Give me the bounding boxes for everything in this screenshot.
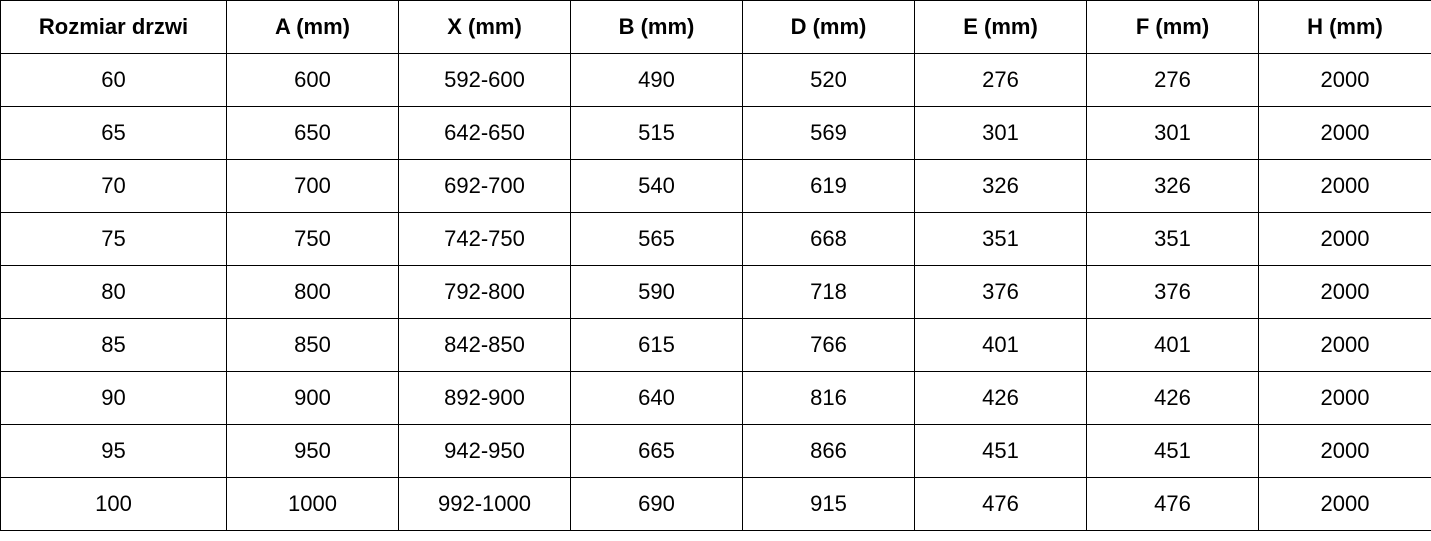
table-cell: 665 xyxy=(570,424,743,478)
table-cell: 892-900 xyxy=(398,371,571,425)
column-header: A (mm) xyxy=(226,0,399,54)
column-header: D (mm) xyxy=(742,0,915,54)
table-cell: 1000 xyxy=(226,477,399,531)
table-cell: 451 xyxy=(1086,424,1259,478)
column-header: B (mm) xyxy=(570,0,743,54)
table-cell: 668 xyxy=(742,212,915,266)
table-row: 75 750 742-750 565 668 351 351 2000 xyxy=(0,212,1431,266)
table-cell: 700 xyxy=(226,159,399,213)
table-cell: 950 xyxy=(226,424,399,478)
table-cell: 2000 xyxy=(1258,53,1431,107)
table-cell: 276 xyxy=(1086,53,1259,107)
table-cell: 792-800 xyxy=(398,265,571,319)
table-cell: 376 xyxy=(1086,265,1259,319)
table-cell: 866 xyxy=(742,424,915,478)
column-header: Rozmiar drzwi xyxy=(0,0,227,54)
table-row: 95 950 942-950 665 866 451 451 2000 xyxy=(0,424,1431,478)
table-cell: 592-600 xyxy=(398,53,571,107)
table-cell: 401 xyxy=(1086,318,1259,372)
table-cell: 2000 xyxy=(1258,265,1431,319)
table-cell: 569 xyxy=(742,106,915,160)
table-cell: 540 xyxy=(570,159,743,213)
table-cell: 2000 xyxy=(1258,106,1431,160)
table-cell: 451 xyxy=(914,424,1087,478)
table-cell: 590 xyxy=(570,265,743,319)
table-row: 90 900 892-900 640 816 426 426 2000 xyxy=(0,371,1431,425)
table-cell: 376 xyxy=(914,265,1087,319)
header-row: Rozmiar drzwi A (mm) X (mm) B (mm) D (mm) E (… xyxy=(0,0,1431,54)
table-cell: 476 xyxy=(914,477,1087,531)
table-cell: 800 xyxy=(226,265,399,319)
table-cell: 351 xyxy=(1086,212,1259,266)
table-cell: 301 xyxy=(914,106,1087,160)
table-cell: 2000 xyxy=(1258,318,1431,372)
table-cell: 850 xyxy=(226,318,399,372)
table-cell: 742-750 xyxy=(398,212,571,266)
column-header: F (mm) xyxy=(1086,0,1259,54)
table-cell: 640 xyxy=(570,371,743,425)
column-header: H (mm) xyxy=(1258,0,1431,54)
table-cell: 490 xyxy=(570,53,743,107)
table-cell: 766 xyxy=(742,318,915,372)
table-cell: 2000 xyxy=(1258,159,1431,213)
table-cell: 520 xyxy=(742,53,915,107)
table-cell: 326 xyxy=(914,159,1087,213)
table-cell: 60 xyxy=(0,53,227,107)
table-cell: 426 xyxy=(914,371,1087,425)
table-row: 85 850 842-850 615 766 401 401 2000 xyxy=(0,318,1431,372)
table-cell: 565 xyxy=(570,212,743,266)
table-cell: 351 xyxy=(914,212,1087,266)
table-cell: 326 xyxy=(1086,159,1259,213)
table-cell: 619 xyxy=(742,159,915,213)
table-cell: 992-1000 xyxy=(398,477,571,531)
table-cell: 2000 xyxy=(1258,477,1431,531)
table-cell: 426 xyxy=(1086,371,1259,425)
table-cell: 690 xyxy=(570,477,743,531)
table-row: 100 1000 992-1000 690 915 476 476 2000 xyxy=(0,477,1431,531)
table-cell: 301 xyxy=(1086,106,1259,160)
table-cell: 85 xyxy=(0,318,227,372)
table-cell: 915 xyxy=(742,477,915,531)
table-cell: 942-950 xyxy=(398,424,571,478)
table-cell: 2000 xyxy=(1258,371,1431,425)
table-cell: 900 xyxy=(226,371,399,425)
table-cell: 650 xyxy=(226,106,399,160)
table-cell: 718 xyxy=(742,265,915,319)
table-cell: 615 xyxy=(570,318,743,372)
table-cell: 80 xyxy=(0,265,227,319)
table-cell: 65 xyxy=(0,106,227,160)
table-cell: 276 xyxy=(914,53,1087,107)
table-cell: 100 xyxy=(0,477,227,531)
table-cell: 95 xyxy=(0,424,227,478)
table-cell: 600 xyxy=(226,53,399,107)
table-cell: 642-650 xyxy=(398,106,571,160)
table-cell: 2000 xyxy=(1258,212,1431,266)
table-row: 80 800 792-800 590 718 376 376 2000 xyxy=(0,265,1431,319)
column-header: X (mm) xyxy=(398,0,571,54)
table-row: 65 650 642-650 515 569 301 301 2000 xyxy=(0,106,1431,160)
table-cell: 70 xyxy=(0,159,227,213)
table-cell: 515 xyxy=(570,106,743,160)
table-cell: 401 xyxy=(914,318,1087,372)
table-cell: 2000 xyxy=(1258,424,1431,478)
table-cell: 692-700 xyxy=(398,159,571,213)
table-cell: 75 xyxy=(0,212,227,266)
table-cell: 476 xyxy=(1086,477,1259,531)
table-row: 60 600 592-600 490 520 276 276 2000 xyxy=(0,53,1431,107)
table-cell: 842-850 xyxy=(398,318,571,372)
table-cell: 750 xyxy=(226,212,399,266)
table-cell: 90 xyxy=(0,371,227,425)
table-cell: 816 xyxy=(742,371,915,425)
column-header: E (mm) xyxy=(914,0,1087,54)
table-row: 70 700 692-700 540 619 326 326 2000 xyxy=(0,159,1431,213)
